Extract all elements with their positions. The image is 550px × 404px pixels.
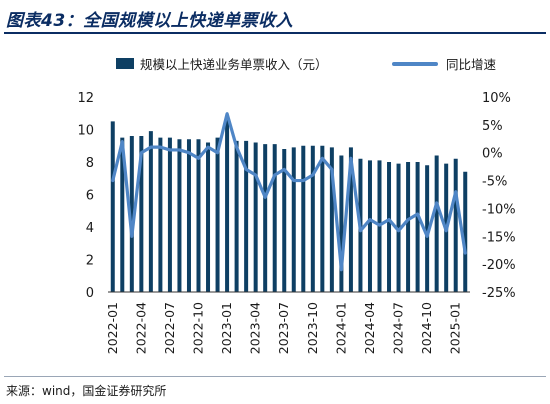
bar-2022-05 bbox=[148, 131, 153, 293]
bar-2024-11 bbox=[434, 155, 439, 292]
legend: 规模以上快递业务单票收入（元） 同比增速 bbox=[0, 52, 550, 72]
y-right-tick-0%: 0% bbox=[482, 147, 503, 162]
footer-divider bbox=[4, 376, 546, 377]
bar-2024-08 bbox=[406, 162, 411, 292]
legend-item-line: 同比增速 bbox=[392, 54, 496, 73]
bar-2024-01 bbox=[339, 155, 344, 292]
x-tick-2023-07: 2023-07 bbox=[276, 302, 291, 354]
x-tick-2024-04: 2024-04 bbox=[362, 302, 377, 354]
x-tick-2025-01: 2025-01 bbox=[448, 302, 463, 354]
bar-2023-12 bbox=[329, 147, 334, 293]
y-right-tick-5%: 5% bbox=[482, 119, 503, 134]
bar-2022-02 bbox=[120, 137, 125, 293]
y-right-tick--20%: -20% bbox=[482, 258, 516, 273]
x-tick-2024-07: 2024-07 bbox=[391, 302, 406, 354]
y-left-tick-4: 4 bbox=[86, 221, 94, 236]
bar-2023-09 bbox=[301, 145, 306, 292]
bar-2022-01 bbox=[110, 121, 115, 293]
bar-2023-11 bbox=[320, 145, 325, 292]
legend-bar-swatch bbox=[116, 58, 134, 69]
bar-2023-02 bbox=[234, 140, 239, 293]
bar-2024-06 bbox=[387, 162, 392, 292]
y-right-tick-10%: 10% bbox=[482, 91, 511, 106]
title-divider bbox=[4, 32, 546, 34]
title-area: 图表43：全国规模以上快递单票收入 bbox=[0, 0, 550, 34]
bar-2024-04 bbox=[367, 160, 372, 293]
legend-line-swatch bbox=[392, 61, 438, 66]
bar-2023-04 bbox=[253, 142, 258, 292]
bar-2023-08 bbox=[291, 147, 296, 293]
x-tick-2023-04: 2023-04 bbox=[248, 302, 263, 354]
y-right-tick--10%: -10% bbox=[482, 202, 516, 217]
y-left-tick-6: 6 bbox=[86, 189, 94, 204]
y-left-tick-8: 8 bbox=[86, 156, 94, 171]
x-tick-2022-10: 2022-10 bbox=[191, 302, 206, 354]
x-tick-2023-10: 2023-10 bbox=[305, 302, 320, 354]
growth-line bbox=[111, 112, 467, 272]
bar-2023-10 bbox=[310, 145, 315, 292]
y-right-tick--25%: -25% bbox=[482, 286, 516, 301]
x-tick-2024-10: 2024-10 bbox=[419, 302, 434, 354]
x-tick-2023-01: 2023-01 bbox=[219, 302, 234, 354]
bar-2023-05 bbox=[263, 144, 268, 293]
x-tick-2022-04: 2022-04 bbox=[133, 302, 148, 354]
bar-2024-10 bbox=[425, 165, 430, 292]
bar-2022-03 bbox=[129, 136, 134, 292]
y-right-tick--15%: -15% bbox=[482, 230, 516, 245]
bar-2022-11 bbox=[206, 142, 211, 292]
bar-2023-07 bbox=[282, 149, 287, 292]
source-note: 来源：wind，国金证券研究所 bbox=[6, 384, 167, 398]
legend-bar-label: 规模以上快递业务单票收入（元） bbox=[140, 57, 328, 72]
y-left-tick-10: 10 bbox=[77, 124, 94, 139]
x-tick-2022-01: 2022-01 bbox=[105, 302, 120, 354]
legend-line-label: 同比增速 bbox=[446, 57, 497, 72]
bar-2022-08 bbox=[177, 139, 182, 292]
bar-2023-06 bbox=[272, 144, 277, 293]
bar-2025-02 bbox=[463, 171, 468, 292]
bar-2023-01 bbox=[225, 119, 230, 292]
bar-2022-04 bbox=[139, 136, 144, 292]
y-left-tick-12: 12 bbox=[77, 91, 94, 106]
bar-2022-07 bbox=[167, 137, 172, 293]
x-tick-2024-01: 2024-01 bbox=[333, 302, 348, 354]
bar-2022-10 bbox=[196, 139, 201, 292]
chart-title: 图表43：全国规模以上快递单票收入 bbox=[6, 11, 294, 31]
bar-2025-01 bbox=[453, 158, 458, 292]
bar-2024-02 bbox=[348, 147, 353, 293]
bar-2022-09 bbox=[186, 139, 191, 292]
bar-2024-09 bbox=[415, 162, 420, 292]
bar-2024-07 bbox=[396, 163, 401, 293]
y-left-tick-0: 0 bbox=[86, 286, 94, 301]
bar-2022-06 bbox=[158, 137, 163, 293]
legend-item-bar: 规模以上快递业务单票收入（元） bbox=[116, 54, 328, 73]
bar-2023-03 bbox=[244, 140, 249, 293]
x-tick-2022-07: 2022-07 bbox=[162, 302, 177, 354]
bar-2022-12 bbox=[215, 137, 220, 293]
y-left-tick-2: 2 bbox=[86, 254, 94, 269]
y-right-tick--5%: -5% bbox=[482, 175, 507, 190]
